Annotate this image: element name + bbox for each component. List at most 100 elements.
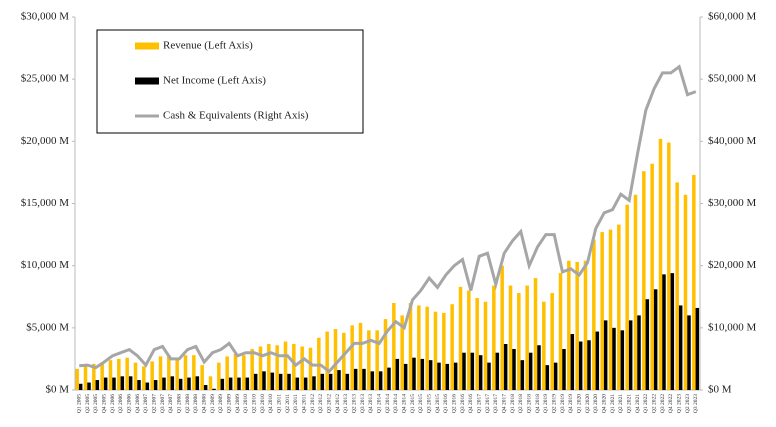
bar (487, 362, 491, 390)
bar (528, 352, 533, 390)
bar (92, 363, 96, 390)
legend-label: Cash & Equivalents (Right Axis) (163, 110, 309, 122)
bar (383, 319, 388, 390)
bar (117, 358, 121, 390)
x-tick-label: Q1 2020 (576, 394, 582, 413)
bar (378, 371, 383, 390)
bar (508, 285, 513, 390)
bar (662, 274, 666, 390)
x-tick-label: Q1 2010 (243, 394, 249, 413)
bar (333, 329, 338, 390)
bar (470, 352, 475, 390)
x-tick-label: Q3 2010 (260, 394, 266, 413)
bar (75, 368, 79, 390)
bar (320, 373, 325, 390)
bar (325, 331, 329, 390)
bar (608, 229, 613, 390)
bar (120, 376, 125, 390)
bar (445, 363, 450, 390)
y2-tick-label: $50,000 M (708, 73, 757, 85)
bar (675, 182, 679, 390)
x-tick-label: Q4 2019 (568, 394, 574, 413)
x-tick-label: Q2 2012 (318, 394, 324, 413)
x-tick-label: Q3 2013 (360, 394, 366, 413)
legend-swatch (135, 77, 159, 85)
x-tick-label: Q4 2018 (535, 394, 541, 413)
bar (178, 378, 183, 390)
bar (667, 142, 671, 390)
y-tick-label: $5,000 M (26, 321, 69, 333)
x-tick-label: Q1 2006 (110, 394, 116, 413)
bar (567, 260, 571, 390)
bar (142, 366, 146, 390)
bar (437, 362, 441, 390)
y-tick-label: $20,000 M (21, 135, 70, 147)
bar (503, 343, 508, 390)
x-tick-label: Q3 2016 (460, 394, 466, 413)
x-tick-label: Q2 2020 (585, 394, 591, 413)
x-tick-label: Q1 2013 (343, 394, 349, 413)
bar (462, 352, 466, 390)
x-tick-label: Q2 2014 (385, 394, 391, 413)
bar (83, 366, 88, 390)
bar (687, 315, 691, 390)
y2-tick-label: $0 M (708, 384, 732, 396)
bar (650, 163, 654, 390)
bar (103, 377, 108, 390)
x-tick-label: Q4 2020 (601, 394, 607, 413)
x-tick-label: Q2 2010 (251, 394, 257, 413)
bar (453, 362, 458, 390)
bar (458, 286, 463, 390)
bar (550, 293, 554, 390)
bar (287, 373, 291, 390)
bar (78, 383, 83, 390)
x-tick-label: Q2 2015 (418, 394, 424, 413)
bar (200, 365, 204, 390)
bar (612, 327, 616, 390)
x-tick-label: Q2 2007 (151, 394, 157, 413)
x-tick-label: Q1 2011 (276, 394, 282, 413)
bar (467, 290, 471, 390)
bar (545, 365, 550, 390)
bar (670, 273, 675, 390)
bar (125, 357, 129, 390)
bar (303, 377, 308, 390)
bar (203, 385, 208, 390)
bar (267, 343, 271, 390)
x-tick-label: Q2 2023 (685, 394, 691, 413)
bar (328, 373, 333, 390)
bar (692, 174, 696, 390)
bar (620, 330, 625, 390)
bar (112, 377, 116, 390)
bar (187, 377, 191, 390)
bar (417, 305, 421, 390)
y-tick-label: $0 M (45, 384, 69, 396)
y2-tick-label: $30,000 M (708, 197, 757, 209)
x-tick-label: Q2 2022 (651, 394, 657, 413)
bar (308, 347, 313, 390)
x-tick-label: Q2 2019 (551, 394, 557, 413)
bar (150, 361, 154, 390)
x-tick-label: Q4 2007 (168, 394, 174, 413)
bar (433, 311, 438, 390)
x-tick-label: Q2 2016 (451, 394, 457, 413)
x-tick-label: Q2 2017 (485, 394, 491, 413)
bar (220, 378, 225, 390)
bar (583, 260, 588, 390)
bar (245, 377, 250, 390)
bar (208, 376, 213, 390)
bar (425, 306, 429, 390)
bar (128, 376, 133, 390)
bar (342, 332, 346, 390)
bar (450, 304, 454, 390)
x-tick-label: Q1 2007 (143, 394, 149, 413)
y2-tick-label: $10,000 M (708, 321, 757, 333)
bar (175, 357, 179, 390)
x-tick-label: Q4 2022 (668, 394, 674, 413)
x-tick-label: Q3 2014 (393, 394, 399, 413)
bar (537, 345, 541, 390)
x-tick-label: Q3 2009 (226, 394, 232, 413)
bar (225, 356, 229, 390)
bar (253, 373, 258, 390)
